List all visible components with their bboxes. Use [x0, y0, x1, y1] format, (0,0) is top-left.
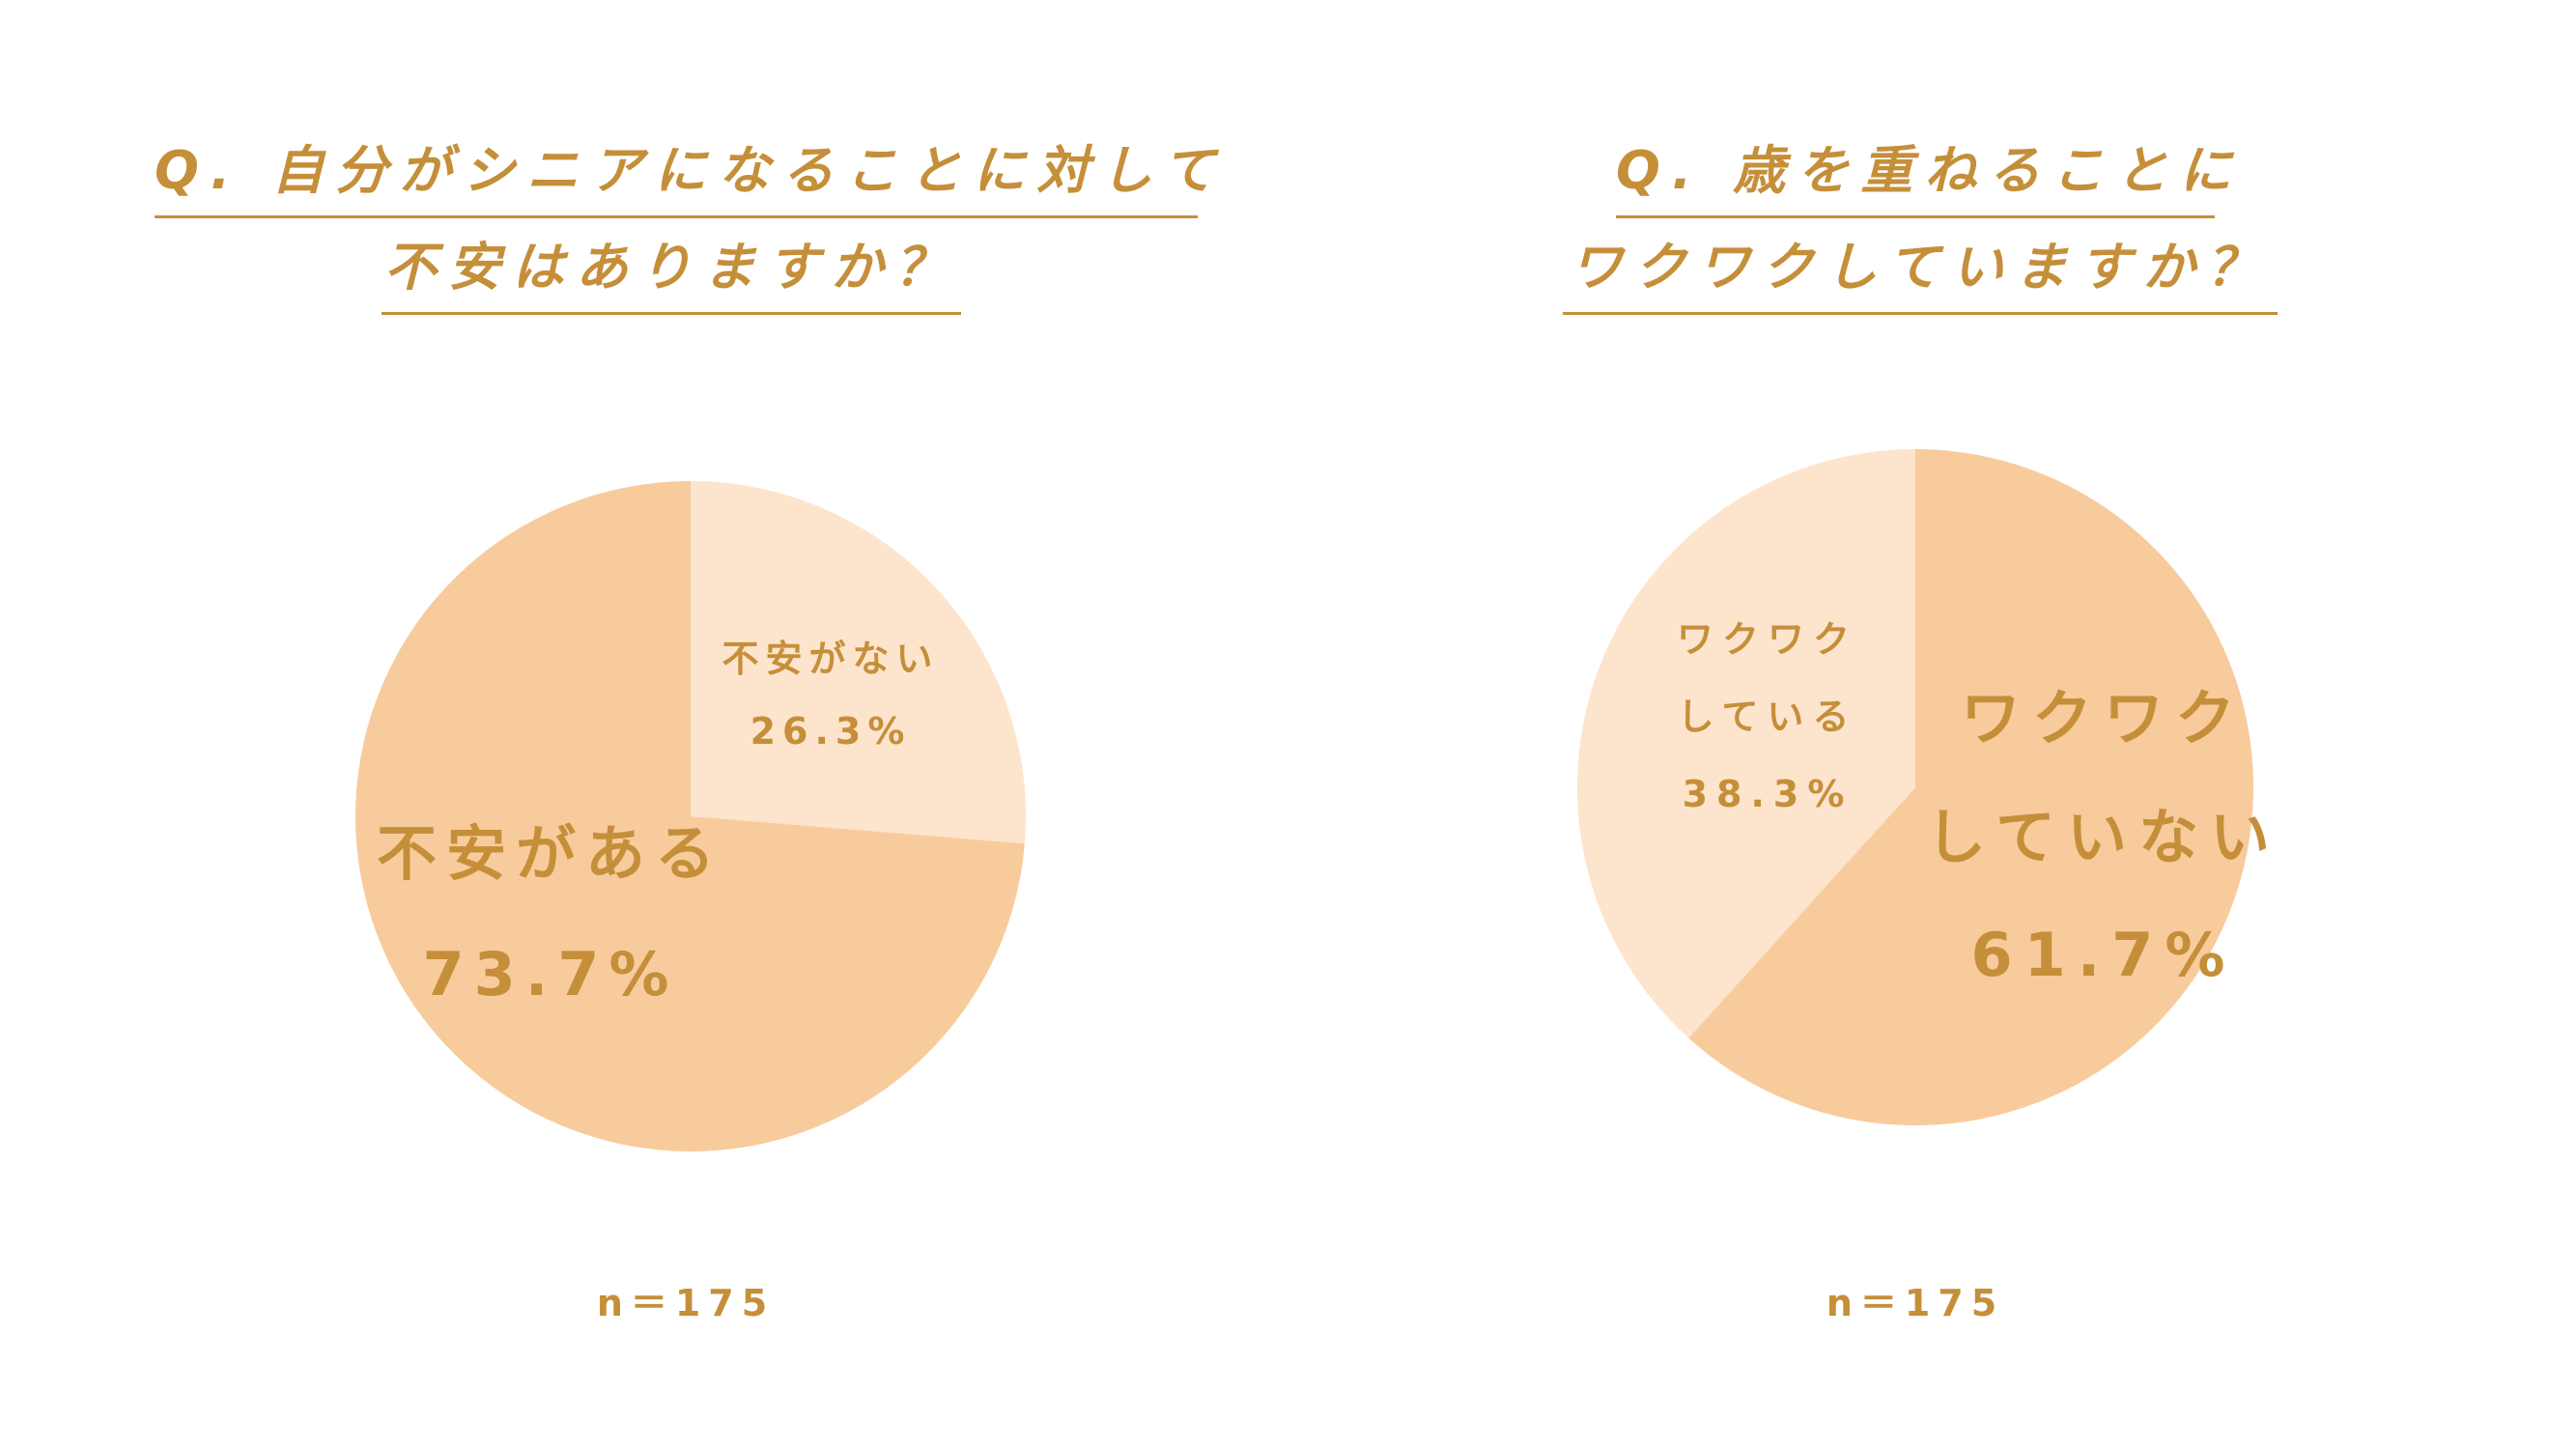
slice-label-not-excited-line-3: 61.7%: [1970, 920, 2236, 990]
pie-chart-excitement: ワクワク していない 61.7% ワクワク している 38.3%: [1577, 449, 2281, 1126]
chart-panel-excitement: Q. 歳を重ねることに ワクワクしていますか？ ワクワク していない 61.7%…: [1288, 0, 2575, 1449]
slice-label-no-anxiety-line-2: 26.3%: [750, 710, 912, 753]
pie-slices: [355, 481, 1026, 1151]
slice-label-not-excited-line-2: していない: [1926, 802, 2281, 872]
slice-label-not-excited-line-1: ワクワク: [1961, 683, 2247, 753]
slice-label-excited-line-2: している: [1678, 696, 1858, 738]
slice-not-excited: [1688, 449, 2253, 1126]
chart-title-line-1: Q. 自分がシニアになることに対して: [155, 140, 1215, 218]
pie-slices: [1577, 449, 2253, 1126]
chart-title-line-1: Q. 歳を重ねることに: [1616, 140, 2231, 218]
sample-size-label: n＝175: [596, 1282, 776, 1324]
slice-label-excited-line-3: 38.3%: [1683, 773, 1854, 815]
chart-panel-anxiety: Q. 自分がシニアになることに対して 不安はありますか？ 不安がない 26.3%…: [155, 140, 1215, 1324]
slice-no-anxiety: [691, 481, 1026, 844]
pie-chart-anxiety: 不安がない 26.3% 不安がある 73.7%: [355, 481, 1026, 1151]
slice-excited: [1577, 449, 1915, 1038]
chart-title-line-2: 不安はありますか？: [382, 237, 961, 315]
slice-label-anxiety-line-1: 不安がある: [377, 818, 724, 889]
slice-anxiety: [355, 481, 1025, 1151]
sample-size-label: n＝175: [1826, 1282, 2005, 1324]
chart-title-line-2: ワクワクしていますか？: [1563, 237, 2278, 315]
slice-label-anxiety-line-2: 73.7%: [422, 939, 678, 1009]
slice-label-no-anxiety-line-1: 不安がない: [722, 638, 939, 680]
slice-label-excited-line-1: ワクワク: [1677, 618, 1858, 661]
